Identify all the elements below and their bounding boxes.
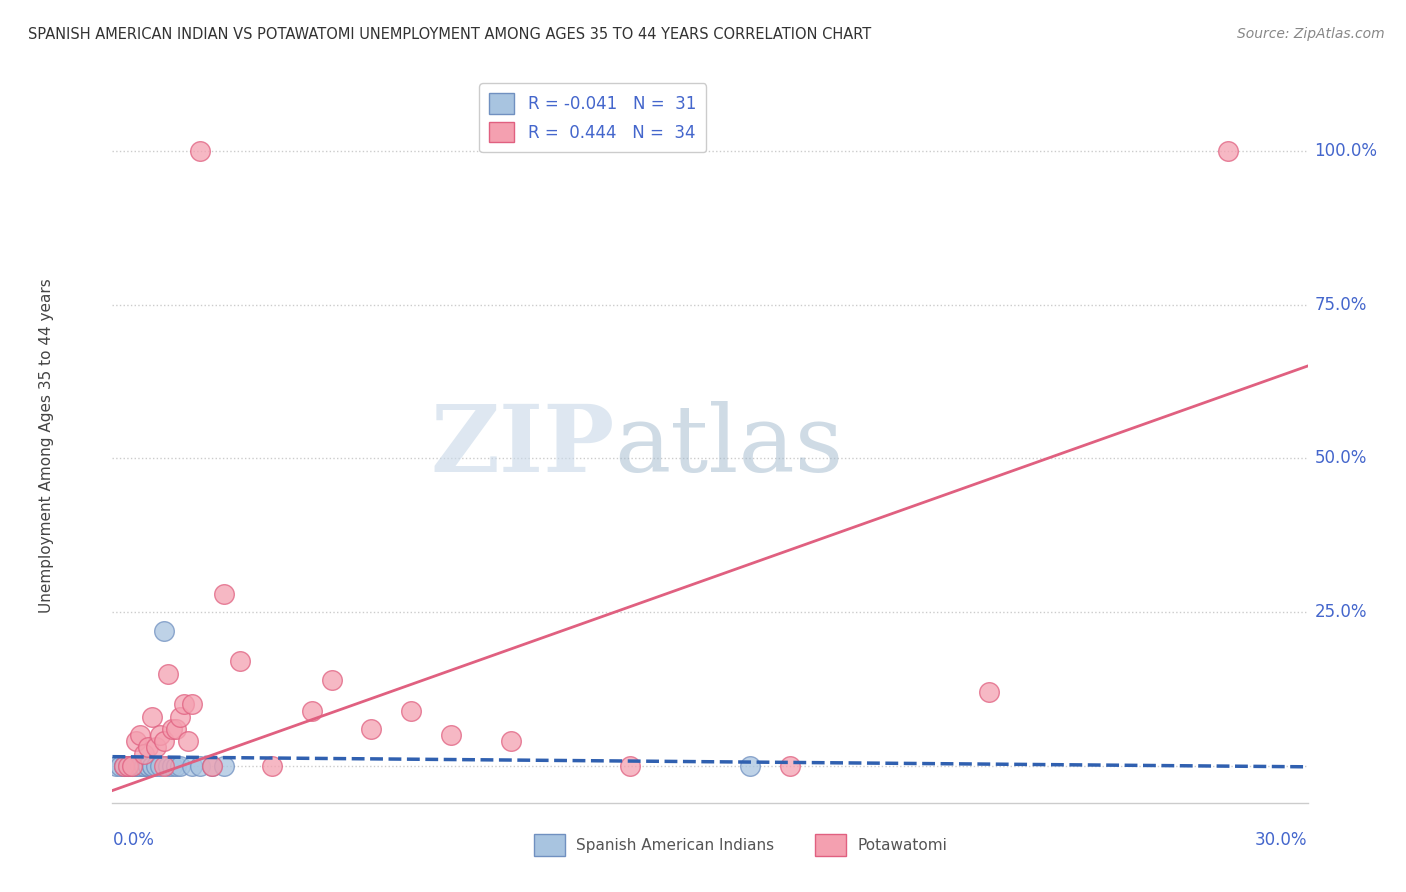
Point — [117, 759, 139, 773]
Point — [149, 759, 172, 773]
Point — [125, 734, 148, 748]
Point — [117, 759, 139, 773]
Point — [401, 704, 423, 718]
Point — [138, 740, 160, 755]
Text: Spanish American Indians: Spanish American Indians — [576, 838, 775, 853]
Point — [121, 759, 143, 773]
Text: Source: ZipAtlas.com: Source: ZipAtlas.com — [1237, 27, 1385, 41]
Point — [134, 747, 156, 761]
Point — [229, 654, 252, 668]
Point — [738, 759, 761, 773]
Point — [301, 704, 323, 718]
Text: Unemployment Among Ages 35 to 44 years: Unemployment Among Ages 35 to 44 years — [39, 278, 55, 614]
Point — [138, 759, 160, 773]
Point — [129, 759, 152, 773]
Point — [212, 759, 235, 773]
Text: 25.0%: 25.0% — [1315, 603, 1367, 621]
Point — [121, 759, 143, 773]
Point — [153, 624, 176, 638]
Point — [149, 728, 172, 742]
Point — [114, 759, 135, 773]
Point — [321, 673, 343, 687]
Text: 30.0%: 30.0% — [1256, 831, 1308, 849]
Point — [499, 734, 522, 748]
Point — [188, 759, 211, 773]
Text: 50.0%: 50.0% — [1315, 450, 1367, 467]
Point — [181, 759, 204, 773]
Point — [134, 759, 156, 773]
Point — [212, 587, 235, 601]
Point — [181, 698, 204, 712]
Point — [121, 759, 143, 773]
Text: Potawatomi: Potawatomi — [858, 838, 948, 853]
Point — [165, 722, 187, 736]
Point — [134, 759, 156, 773]
Point — [201, 759, 224, 773]
Point — [117, 759, 139, 773]
Point — [1216, 144, 1239, 158]
Point — [129, 759, 152, 773]
Point — [188, 144, 211, 158]
Text: atlas: atlas — [614, 401, 844, 491]
Point — [125, 759, 148, 773]
Point — [145, 759, 167, 773]
Point — [105, 759, 128, 773]
Point — [177, 734, 200, 748]
Point — [125, 759, 148, 773]
Point — [114, 759, 135, 773]
Point — [129, 728, 152, 742]
Point — [110, 759, 132, 773]
Point — [121, 759, 143, 773]
Point — [360, 722, 382, 736]
Point — [977, 685, 1000, 699]
Text: ZIP: ZIP — [430, 401, 614, 491]
Point — [141, 709, 163, 723]
Point — [153, 734, 176, 748]
Point — [779, 759, 801, 773]
Point — [169, 759, 191, 773]
Point — [162, 722, 183, 736]
Point — [162, 759, 183, 773]
Point — [157, 666, 180, 681]
Text: 75.0%: 75.0% — [1315, 295, 1367, 313]
Point — [260, 759, 283, 773]
Point — [201, 759, 224, 773]
Point — [440, 728, 463, 742]
Point — [141, 759, 163, 773]
Text: SPANISH AMERICAN INDIAN VS POTAWATOMI UNEMPLOYMENT AMONG AGES 35 TO 44 YEARS COR: SPANISH AMERICAN INDIAN VS POTAWATOMI UN… — [28, 27, 872, 42]
Legend: R = -0.041   N =  31, R =  0.444   N =  34: R = -0.041 N = 31, R = 0.444 N = 34 — [479, 83, 706, 153]
Point — [141, 759, 163, 773]
Point — [138, 759, 160, 773]
Point — [145, 740, 167, 755]
Point — [173, 698, 195, 712]
Point — [153, 759, 176, 773]
Point — [114, 759, 135, 773]
Point — [157, 759, 180, 773]
Point — [165, 759, 187, 773]
Point — [169, 709, 191, 723]
Text: 100.0%: 100.0% — [1315, 142, 1378, 160]
Point — [619, 759, 641, 773]
Text: 0.0%: 0.0% — [112, 831, 155, 849]
